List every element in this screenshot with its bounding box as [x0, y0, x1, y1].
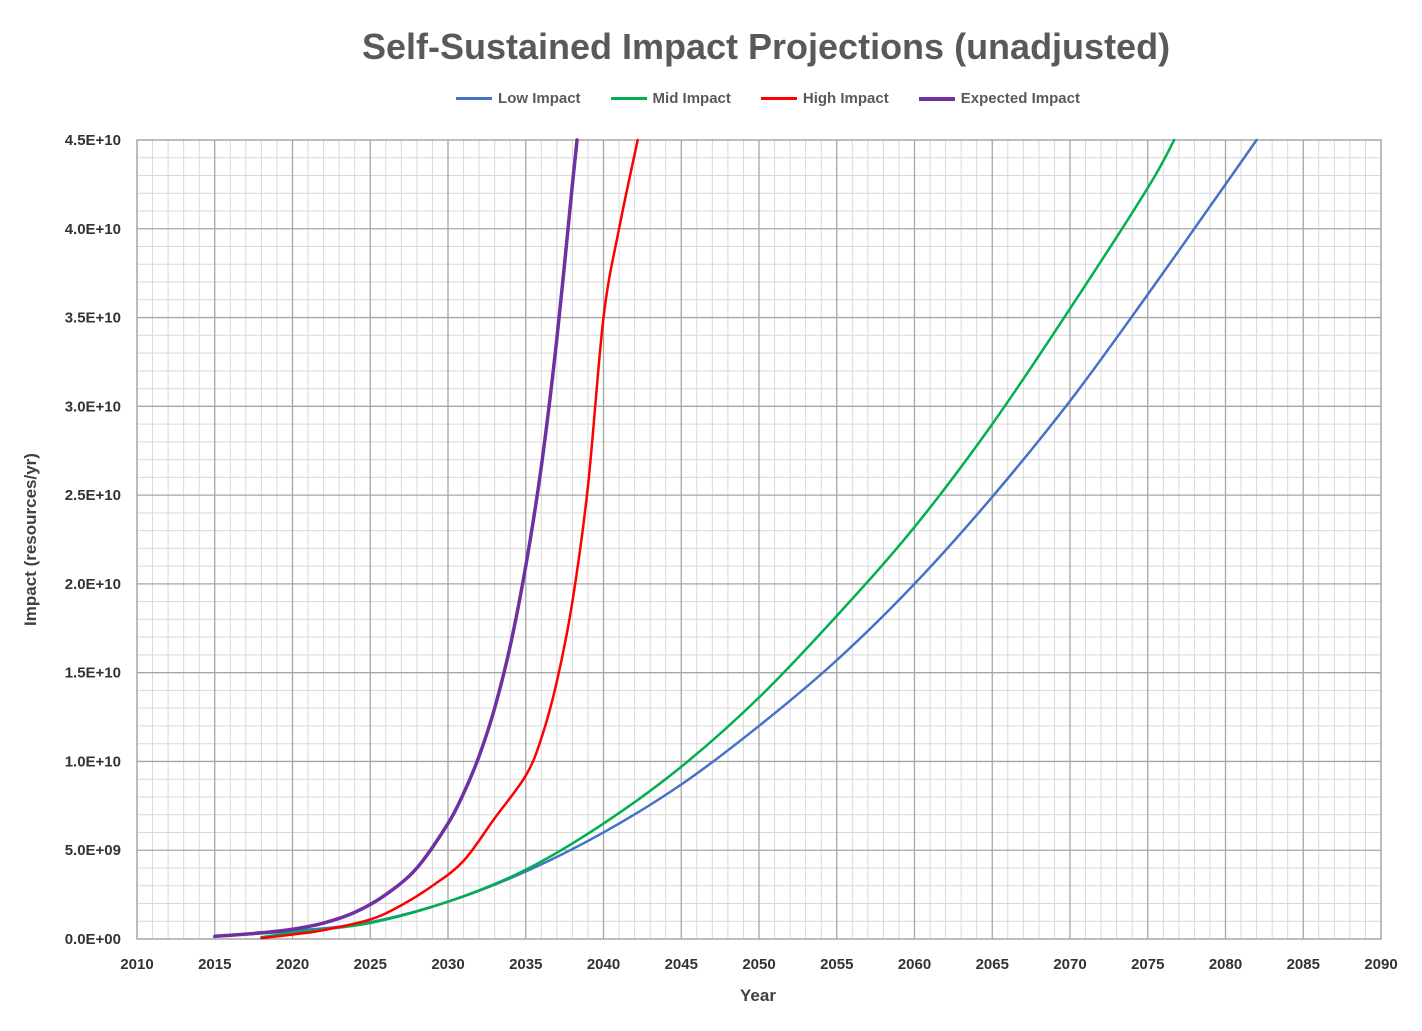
y-tick-label: 4.0E+10	[65, 221, 121, 238]
x-tick-label: 2040	[587, 956, 620, 973]
x-tick-label: 2030	[431, 956, 464, 973]
legend: Low Impact Mid Impact High Impact Expected …	[0, 90, 1422, 107]
legend-label: Expected Impact	[960, 90, 1080, 107]
y-axis-title: Impact (resources/yr)	[21, 453, 40, 626]
legend-item: Low Impact	[456, 90, 581, 107]
legend-label: Mid Impact	[652, 90, 731, 107]
x-tick-label: 2070	[1053, 956, 1086, 973]
x-tick-label: 2035	[509, 956, 542, 973]
x-tick-label: 2055	[820, 956, 853, 973]
series-line-low-impact	[213, 138, 1258, 938]
chart-title: Self-Sustained Impact Projections (unadj…	[361, 26, 1171, 67]
series-line-expected-impact	[213, 138, 579, 939]
x-tick-label: 2080	[1209, 956, 1242, 973]
legend-item: Mid Impact	[610, 90, 731, 107]
legend-swatch	[760, 97, 797, 100]
x-tick-label: 2015	[198, 956, 231, 973]
x-tick-label: 2050	[742, 956, 775, 973]
x-tick-label: 2065	[976, 956, 1009, 973]
x-tick-label: 2090	[1364, 956, 1397, 973]
y-tick-label: 0.0E+00	[65, 931, 121, 948]
y-tick-label: 2.0E+10	[65, 576, 121, 593]
legend-item: Expected Impact	[918, 90, 1080, 107]
y-tick-label: 1.5E+10	[65, 665, 121, 682]
x-tick-label: 2045	[665, 956, 698, 973]
x-axis-title: Year	[740, 986, 776, 1005]
y-tick-label: 5.0E+09	[65, 842, 121, 859]
x-tick-label: 2020	[276, 956, 309, 973]
x-tick-label: 2010	[120, 956, 153, 973]
legend-swatch	[610, 97, 647, 100]
x-tick-label: 2060	[898, 956, 931, 973]
legend-label: Low Impact	[498, 90, 581, 107]
y-tick-label: 1.0E+10	[65, 753, 121, 770]
series-line-high-impact	[260, 138, 639, 940]
y-tick-label: 2.5E+10	[65, 487, 121, 504]
x-tick-label: 2075	[1131, 956, 1164, 973]
x-tick-label: 2085	[1287, 956, 1320, 973]
y-tick-label: 4.5E+10	[65, 132, 121, 149]
legend-swatch	[918, 96, 955, 101]
legend-label: High Impact	[802, 90, 889, 107]
series-line-mid-impact	[260, 138, 1176, 939]
y-tick-label: 3.0E+10	[65, 398, 121, 415]
legend-swatch	[456, 97, 493, 100]
x-tick-label: 2025	[354, 956, 387, 973]
legend-item: High Impact	[760, 90, 889, 107]
plot-frame	[136, 139, 1382, 940]
y-tick-label: 3.5E+10	[65, 310, 121, 327]
